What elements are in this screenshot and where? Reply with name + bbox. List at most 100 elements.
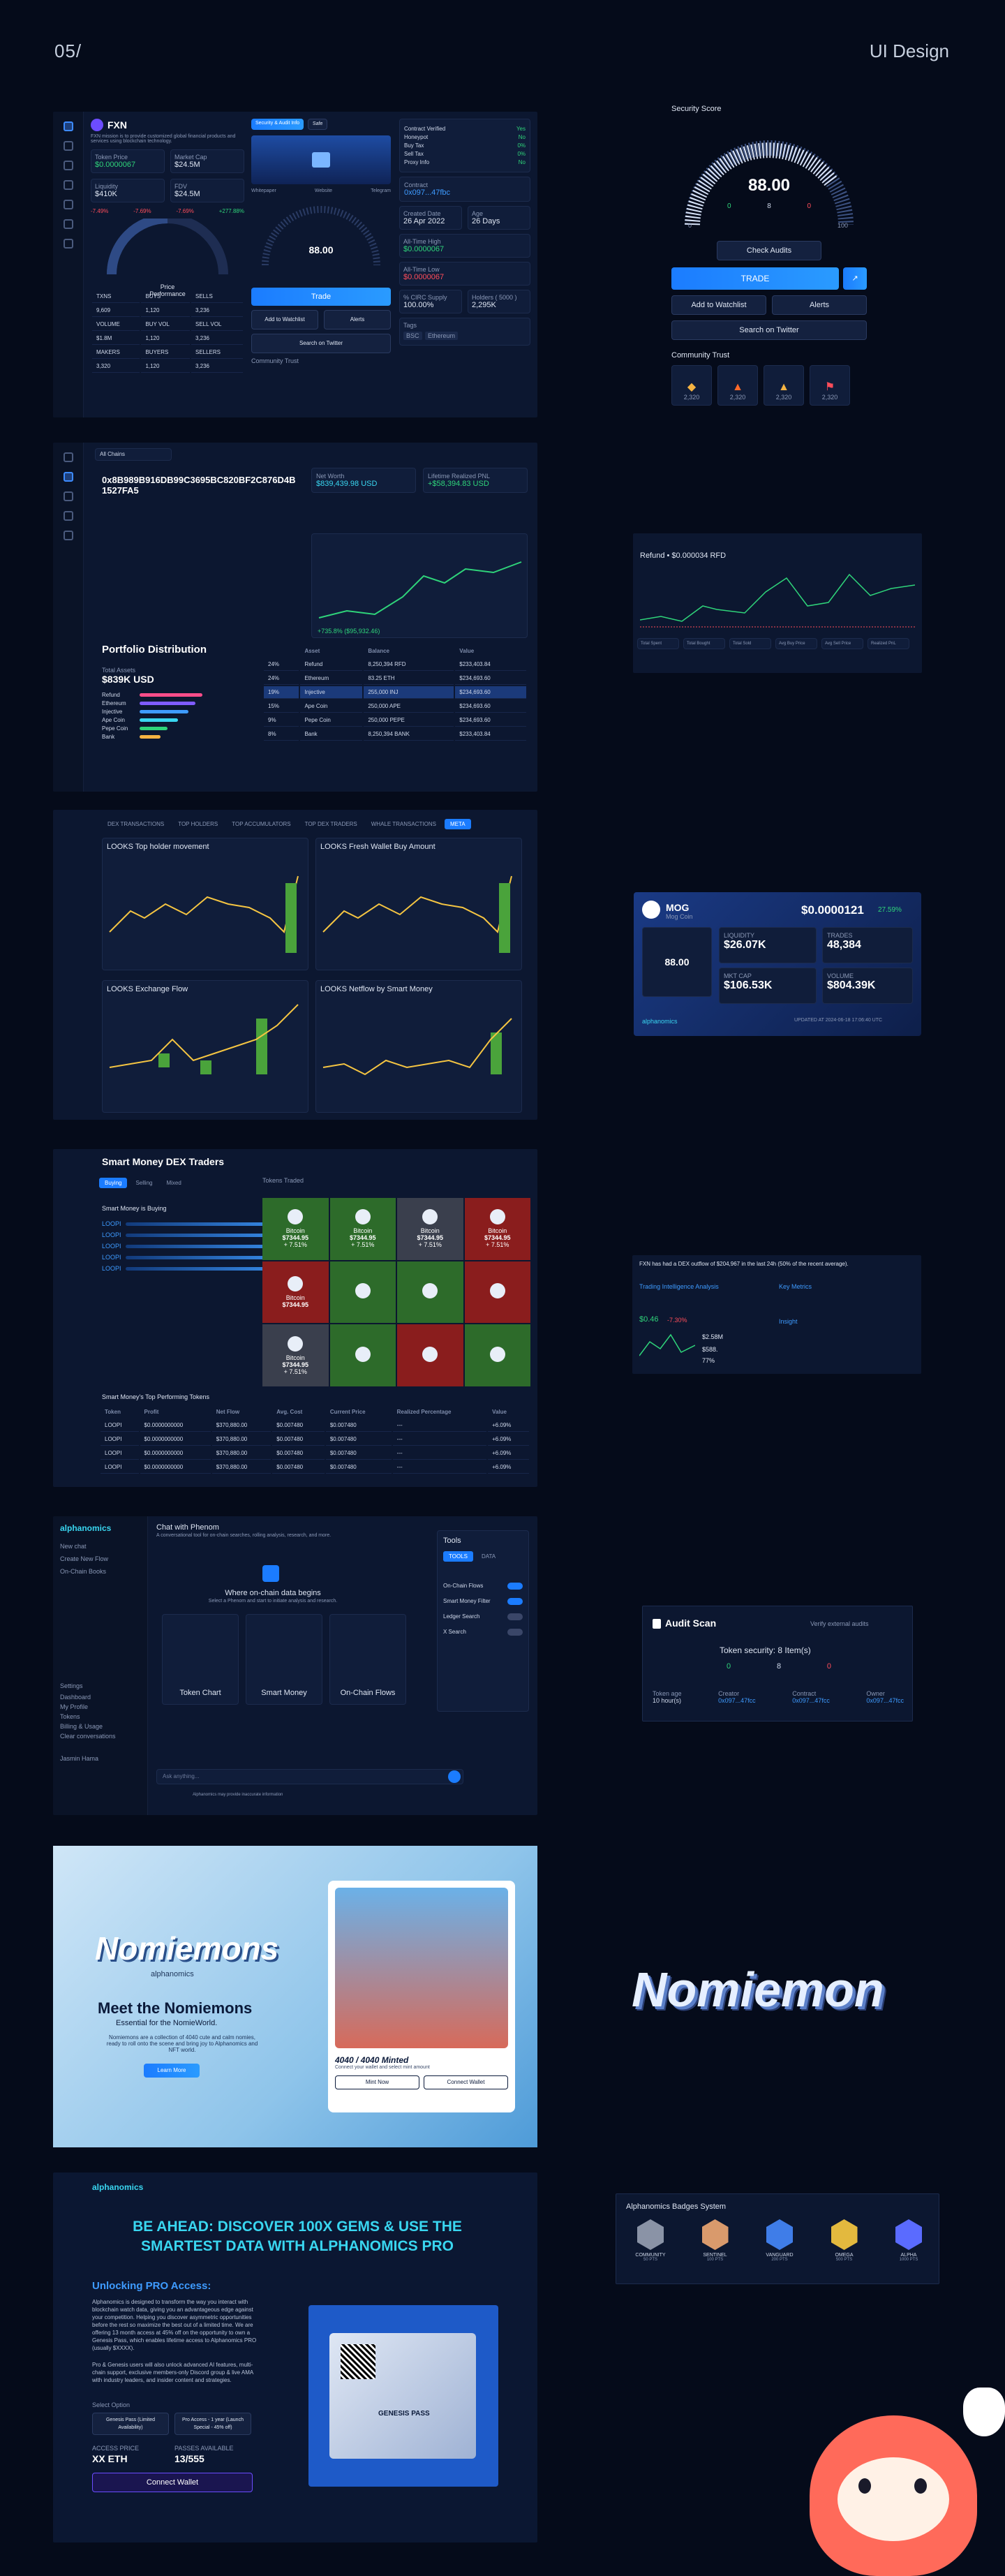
access-price-label: ACCESS PRICE xyxy=(92,2445,140,2452)
gear-icon[interactable] xyxy=(63,531,73,540)
menu-item[interactable]: My Profile xyxy=(60,1703,89,1710)
chain-selector[interactable]: All Chains xyxy=(95,448,172,461)
trade-button[interactable]: TRADE xyxy=(671,267,839,290)
tab[interactable]: WHALE TRANSACTIONS xyxy=(371,821,436,827)
telegram-link[interactable]: Telegram xyxy=(371,188,391,193)
menu-item[interactable]: Dashboard xyxy=(60,1694,91,1701)
twitter-search-button[interactable]: Search on Twitter xyxy=(671,320,867,340)
add-watchlist-button[interactable]: Add to Watchlist xyxy=(251,310,318,330)
price-performance-gauge xyxy=(107,214,228,275)
home-icon[interactable] xyxy=(63,121,73,131)
mog-price: $0.0000121 xyxy=(801,903,864,917)
chart-icon[interactable] xyxy=(63,141,73,151)
security-tab[interactable]: Security & Audit Info xyxy=(251,119,304,130)
owner-address[interactable]: 0x097...47fcc xyxy=(866,1697,904,1704)
tab[interactable]: DEX TRANSACTIONS xyxy=(107,821,165,827)
tab-mixed[interactable]: Mixed xyxy=(166,1180,181,1186)
liquidity-label: Liquidity xyxy=(95,183,119,190)
net-worth: $839,439.98 USD xyxy=(316,480,378,488)
tab[interactable]: META xyxy=(444,819,471,829)
risk-count: 0 xyxy=(826,1662,831,1671)
toggle[interactable] xyxy=(507,1629,523,1636)
external-link-icon[interactable]: ↗ xyxy=(843,267,867,290)
onchain-books-link[interactable]: On-Chain Books xyxy=(60,1568,107,1575)
tab-tools[interactable]: TOOLS xyxy=(443,1551,473,1562)
bell-icon[interactable] xyxy=(63,219,73,229)
alerts-button[interactable]: Alerts xyxy=(772,295,867,315)
new-chat-button[interactable]: New chat xyxy=(60,1543,87,1550)
genesis-pass-option[interactable]: Genesis Pass (Limited Availability) xyxy=(92,2413,169,2435)
table-row: 19% Injective 255,000 INJ $234,693.60 xyxy=(264,686,526,699)
token-price-label: Token Price xyxy=(95,154,128,161)
twitter-search-button[interactable]: Search on Twitter xyxy=(251,334,391,353)
star-icon[interactable] xyxy=(63,200,73,209)
creator-address[interactable]: 0x097...47fcc xyxy=(718,1697,756,1704)
contract-address[interactable]: 0x097...47fcc xyxy=(792,1697,830,1704)
gear-icon[interactable] xyxy=(63,239,73,249)
badge-omega-icon xyxy=(831,2219,858,2250)
star-icon[interactable] xyxy=(63,511,73,521)
menu-item[interactable]: Billing & Usage xyxy=(60,1723,103,1730)
whitepaper-link[interactable]: Whitepaper xyxy=(251,188,276,193)
tab[interactable]: TOP ACCUMULATORS xyxy=(232,821,291,827)
create-flow-button[interactable]: Create New Flow xyxy=(60,1555,109,1562)
tab-selling[interactable]: Selling xyxy=(135,1180,153,1186)
pro-access-option[interactable]: Pro Access - 1 year (Launch Special - 45… xyxy=(174,2413,251,2435)
alerts-button[interactable]: Alerts xyxy=(324,310,391,330)
toggle[interactable] xyxy=(507,1598,523,1605)
user-name[interactable]: Jasmin Hama xyxy=(60,1755,99,1762)
brand-logo: alphanomics xyxy=(92,2182,144,2192)
table-row: 24% Refund 8,250,394 RFD $233,403.84 xyxy=(264,658,526,671)
liquidity: $410K xyxy=(95,190,117,198)
neutral-count: 8 xyxy=(767,202,771,210)
atl-value: $0.0000067 xyxy=(403,273,445,281)
chat-input[interactable]: Ask anything... xyxy=(156,1769,463,1784)
toggle[interactable] xyxy=(507,1583,523,1590)
pro-screen: alphanomics BE AHEAD: DISCOVER 100X GEMS… xyxy=(53,2172,537,2542)
home-icon[interactable] xyxy=(63,452,73,462)
tab-buying[interactable]: Buying xyxy=(99,1178,128,1188)
token-heatmap: Bitcoin $7344.95 + 7.51% Bitcoin $7344.95 + … xyxy=(262,1198,530,1386)
neutral-count: 8 xyxy=(776,1662,782,1671)
brand-sublogo: alphanomics xyxy=(151,1970,194,1978)
table-row: 15% Ape Coin 250,000 APE $234,693.60 xyxy=(264,700,526,713)
tab-data[interactable]: DATA xyxy=(481,1553,496,1560)
smart-money-screen: Smart Money DEX Traders Buying Selling Mix… xyxy=(53,1149,537,1487)
token-security-label: Token security: 8 Item(s) xyxy=(720,1645,811,1655)
connect-wallet-button[interactable]: Connect Wallet xyxy=(424,2075,508,2089)
menu-item[interactable]: Tokens xyxy=(60,1713,80,1720)
send-icon[interactable] xyxy=(448,1770,461,1783)
wallet-icon[interactable] xyxy=(63,472,73,482)
verify-audits-toggle[interactable]: Verify external audits xyxy=(810,1620,869,1627)
website-link[interactable]: Website xyxy=(314,188,333,193)
mint-button[interactable]: Mint Now xyxy=(335,2075,419,2089)
contract-address[interactable]: 0x097...47fbc xyxy=(404,188,451,197)
ath-value: $0.0000067 xyxy=(403,245,445,253)
tab[interactable]: TOP HOLDERS xyxy=(178,821,218,827)
toggle[interactable] xyxy=(507,1613,523,1620)
tab[interactable]: TOP DEX TRADERS xyxy=(304,821,357,827)
menu-item[interactable]: Clear conversations xyxy=(60,1733,116,1740)
chart-icon[interactable] xyxy=(63,491,73,501)
pct-6h: -7.69% xyxy=(176,208,194,214)
updated-time: UPDATED AT 2024-06-18 17:06:40 UTC xyxy=(794,1018,883,1023)
safe-count: 0 xyxy=(727,1662,731,1671)
connect-wallet-button[interactable]: Connect Wallet xyxy=(92,2473,253,2492)
add-watchlist-button[interactable]: Add to Watchlist xyxy=(671,295,766,315)
settings-label: Settings xyxy=(60,1682,83,1689)
smart-money-card[interactable]: Smart Money xyxy=(246,1614,322,1705)
pct-5m: -7.49% xyxy=(91,208,109,214)
token-chart-card[interactable]: Token Chart xyxy=(162,1614,239,1705)
nft-image xyxy=(335,1888,508,2048)
gauge-label: Price Performance xyxy=(149,283,186,297)
fdv: $24.5M xyxy=(174,190,200,198)
learn-more-button[interactable]: Learn More xyxy=(144,2064,200,2078)
wallet-icon[interactable] xyxy=(63,161,73,170)
trade-button[interactable]: Trade xyxy=(251,288,391,306)
token-age: 26 Days xyxy=(472,217,500,225)
sidebar xyxy=(53,112,84,417)
search-icon[interactable] xyxy=(63,180,73,190)
onchain-flows-card[interactable]: On-Chain Flows xyxy=(329,1614,406,1705)
check-audits-button[interactable]: Check Audits xyxy=(717,241,821,260)
mascot-fox-illustration xyxy=(782,2388,1005,2576)
